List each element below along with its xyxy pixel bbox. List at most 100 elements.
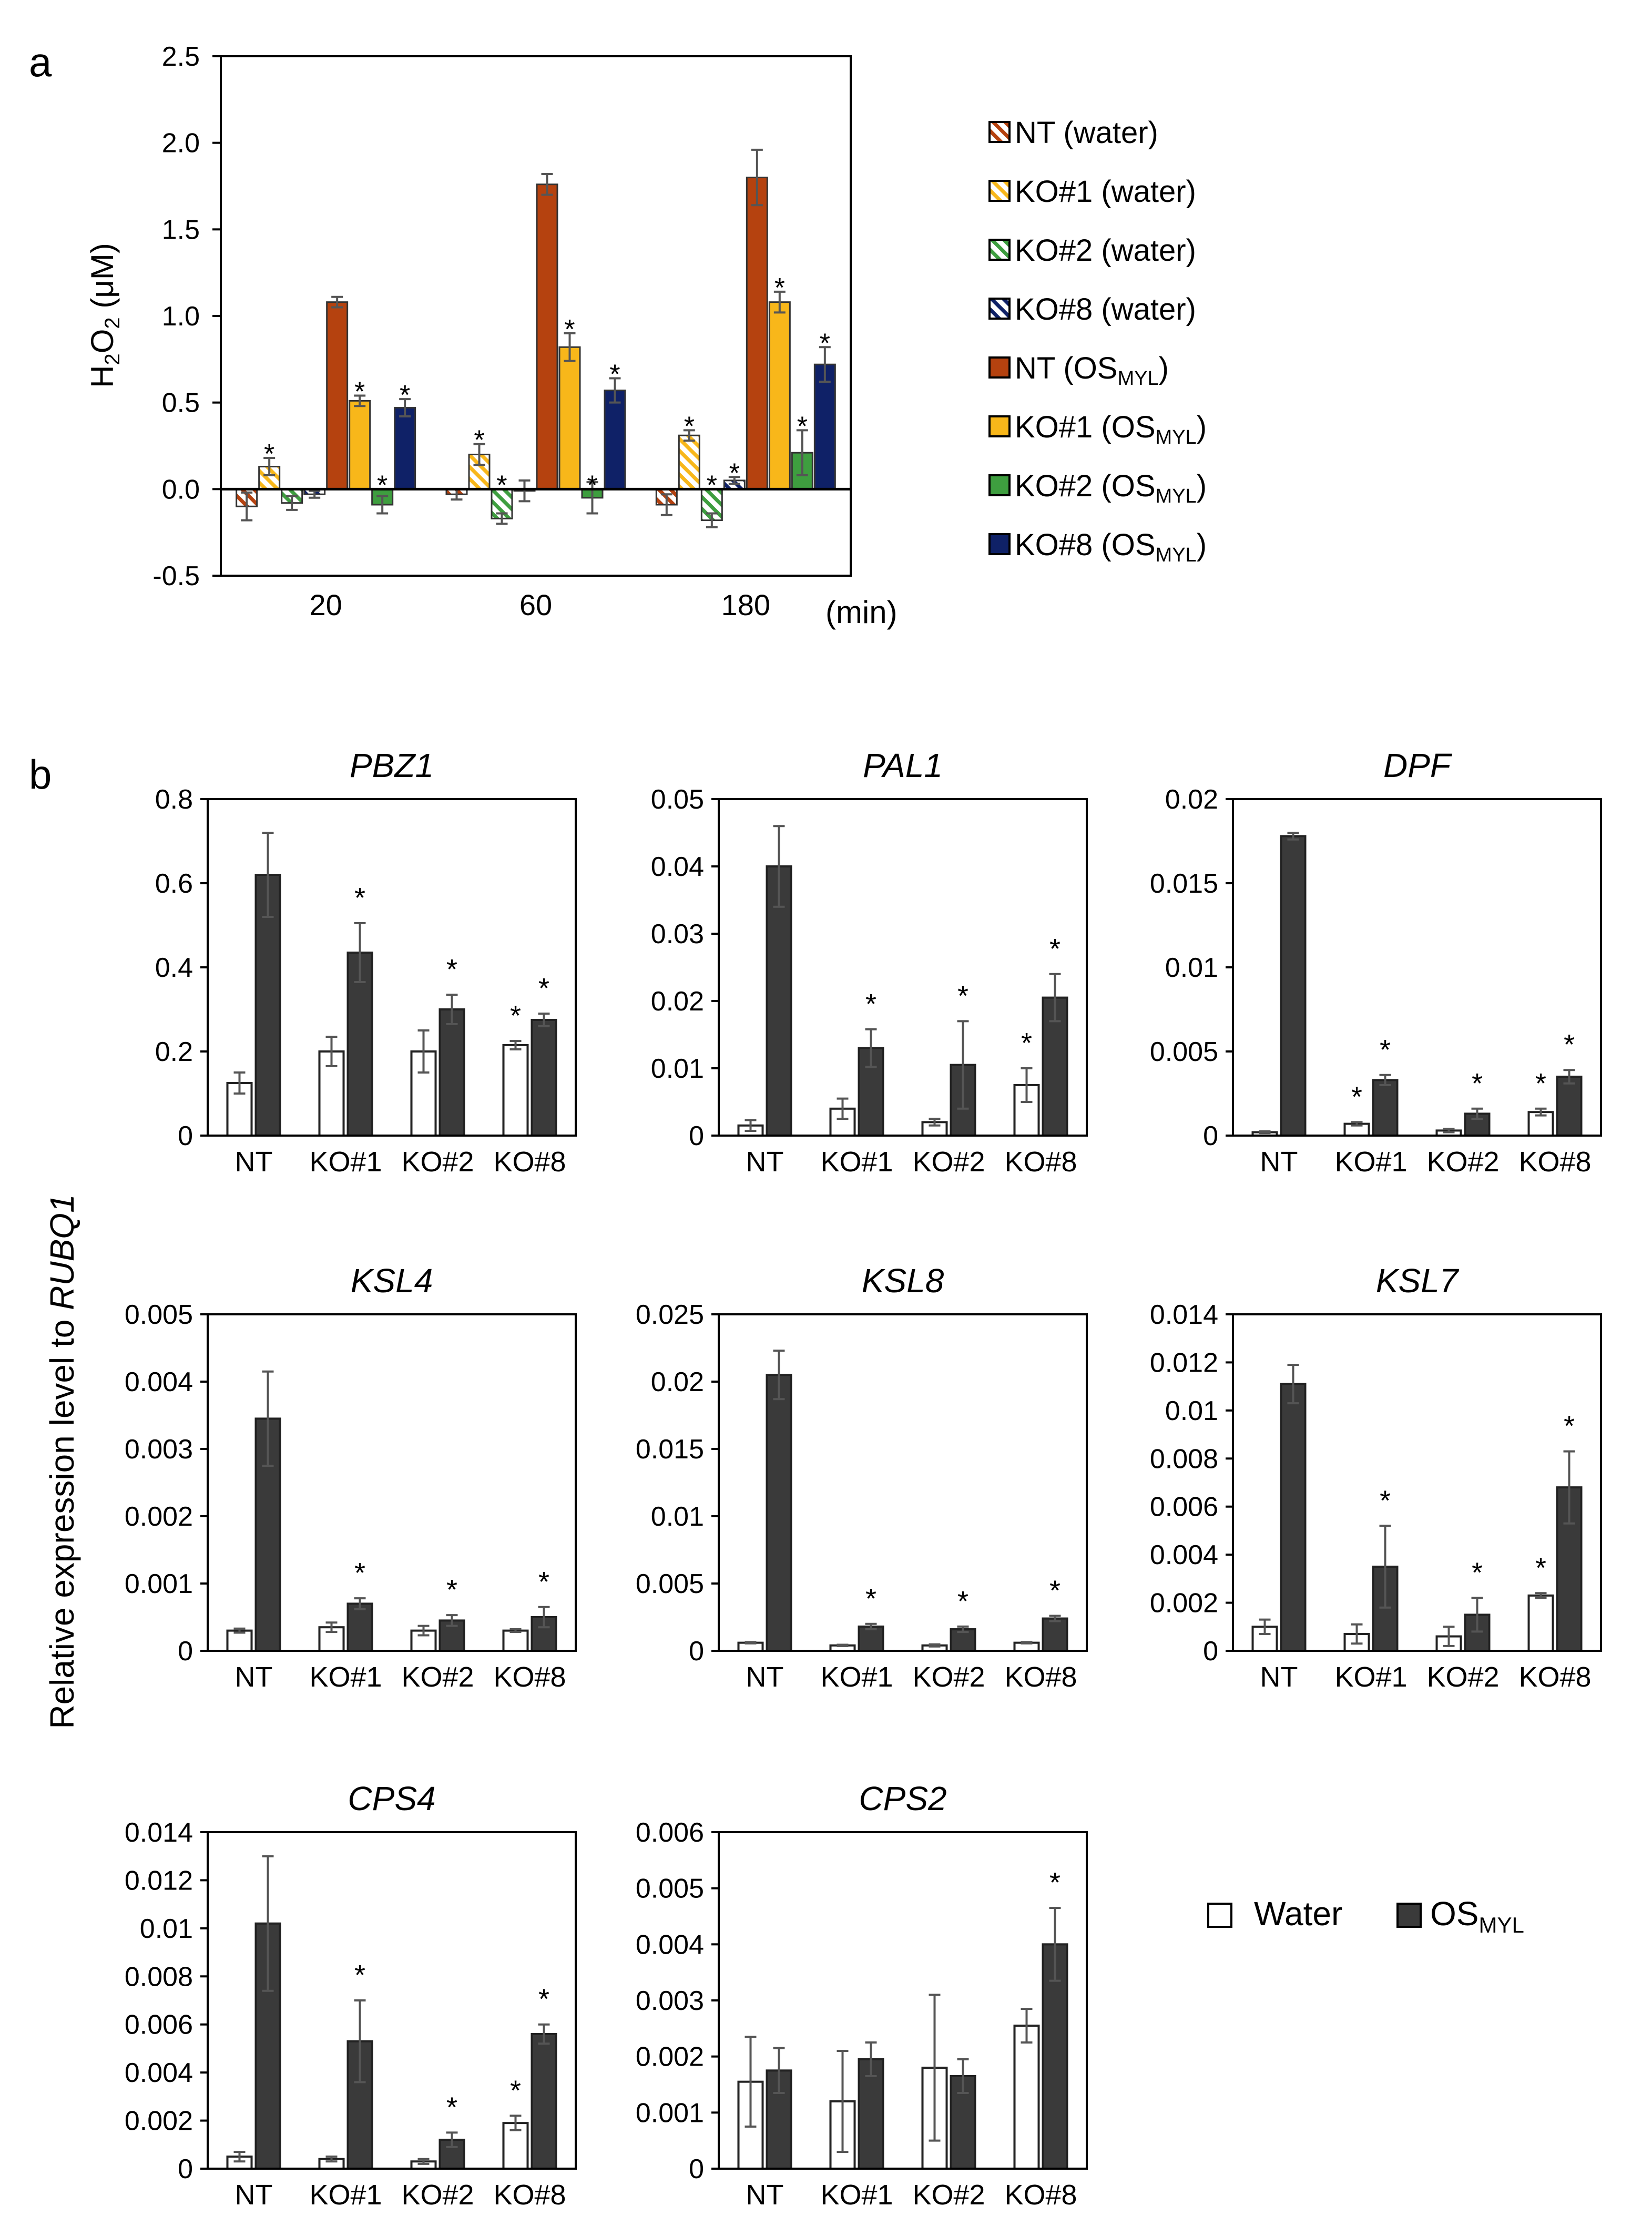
legend-a-swatch-4 <box>988 356 1011 379</box>
sig-star-DPF-0-1: * <box>1351 1081 1362 1112</box>
x-unit-label-a: (min) <box>825 595 898 630</box>
legend-os-main: OS <box>1430 1895 1478 1933</box>
x-tick-label-PBZ1-0: NT <box>235 1146 273 1178</box>
legend-water-swatch <box>1207 1903 1232 1928</box>
panel-b-charts: PBZ1 NT * KO#1 * KO#2 * * KO#8 0.8 0.6 0.4 0.2 0 PAL1 N… <box>125 747 1602 2211</box>
plot-frame-PAL1 <box>718 798 1088 1137</box>
sig-star-a-2-1: * <box>496 470 507 500</box>
x-tick-label-PAL1-2: KO#2 <box>912 1146 985 1178</box>
x-tick-label-DPF-0: NT <box>1260 1146 1298 1178</box>
plot-frame-KSL4 <box>207 1313 577 1652</box>
panel-b-legend: Water OSMYL <box>1207 1895 1524 1937</box>
subchart-CPS4: CPS4 NT * KO#1 * KO#2 * * KO#8 0.014 0.012 0.01 0.00… <box>125 1780 577 2211</box>
plot-frame-KSL8 <box>718 1313 1088 1652</box>
legend-a-label-2: KO#2 (water) <box>1015 233 1196 268</box>
legend-a-label-sub-5: MYL <box>1156 426 1197 448</box>
x-tick-label-KSL8-2: KO#2 <box>912 1661 985 1693</box>
y-tick-label-a-1: 2.0 <box>162 128 200 159</box>
x-tick-label-DPF-1: KO#1 <box>1334 1146 1407 1178</box>
sig-star-KSL4-1-1: * <box>354 1557 365 1589</box>
y-axis-label-a-h: H <box>85 365 120 388</box>
sig-star-PBZ1-1-3: * <box>538 973 549 1004</box>
sig-star-CPS4-1-1: * <box>354 1959 365 1991</box>
sig-star-a-1-0: * <box>264 439 274 469</box>
legend-a-label-main-3: KO#8 (water) <box>1015 292 1196 326</box>
sig-star-KSL7-1-2: * <box>1472 1557 1483 1588</box>
x-tick-label-CPS2-2: KO#2 <box>912 2179 985 2211</box>
y-tick-label-CPS2-0: 0.006 <box>636 1817 704 1848</box>
y-tick-label-CPS4-6: 0.002 <box>125 2106 193 2137</box>
y-tick-label-PAL1-1: 0.04 <box>651 852 704 882</box>
sig-star-a-5-0: * <box>354 376 365 407</box>
sig-star-a-7-1: * <box>609 360 620 390</box>
y-tick-label-PAL1-4: 0.01 <box>651 1054 704 1084</box>
y-tick-label-KSL8-4: 0.005 <box>636 1569 704 1599</box>
legend-a-swatch-5 <box>988 415 1011 437</box>
bar-a-4-0 <box>326 301 349 490</box>
bar-DPF-1-3 <box>1556 1076 1583 1137</box>
y-tick-label-KSL8-5: 0 <box>689 1636 704 1667</box>
chart-title-KSL7: KSL7 <box>1376 1262 1460 1300</box>
legend-a-label-main-4: NT (OS <box>1015 351 1118 385</box>
plot-frame-KSL7 <box>1232 1313 1602 1652</box>
y-tick-label-DPF-4: 0 <box>1203 1121 1218 1151</box>
bar-KSL8-1-0 <box>766 1374 792 1652</box>
y-tick-label-PAL1-0: 0.05 <box>651 784 704 815</box>
bar-CPS2-0-3 <box>1013 2025 1040 2170</box>
sig-star-KSL8-1-1: * <box>865 1583 876 1615</box>
panel-label-a: a <box>29 39 52 85</box>
y-axis-label-a: H2O2 (μM) <box>85 243 124 388</box>
y-tick-label-KSL4-0: 0.005 <box>125 1300 193 1330</box>
x-tick-label-CPS4-0: NT <box>235 2179 273 2211</box>
x-tick-label-KSL4-3: KO#8 <box>493 1661 566 1693</box>
sig-star-a-6-0: * <box>377 470 387 500</box>
legend-a-label-sub-6: MYL <box>1156 485 1197 507</box>
legend-a-label-main-2: KO#2 (water) <box>1015 233 1196 268</box>
bar-a-7-2 <box>813 363 836 490</box>
y-tick-label-a-6: -0.5 <box>152 561 200 591</box>
y-tick-label-CPS2-2: 0.004 <box>636 1929 704 1960</box>
y-tick-label-DPF-1: 0.015 <box>1150 869 1218 899</box>
y-tick-label-KSL7-2: 0.01 <box>1165 1396 1218 1426</box>
legend-a-swatch-1 <box>988 180 1011 202</box>
y-tick-label-KSL7-6: 0.002 <box>1150 1588 1218 1619</box>
subchart-CPS2: CPS2 NT KO#1 KO#2 * KO#8 0.006 0.005 0.004 0.003 0… <box>636 1780 1088 2211</box>
y-tick-label-CPS4-1: 0.012 <box>125 1865 193 1896</box>
x-tick-label-PAL1-0: NT <box>746 1146 784 1178</box>
y-axis-label-a-sub1: 2 <box>101 353 124 365</box>
x-tick-label-DPF-3: KO#8 <box>1518 1146 1591 1178</box>
plot-frame-CPS4 <box>207 1831 577 2170</box>
y-tick-label-CPS2-1: 0.005 <box>636 1874 704 1904</box>
legend-a-label-tail-7: ) <box>1197 528 1207 562</box>
sig-star-PAL1-1-3: * <box>1049 933 1060 965</box>
sig-star-a-5-2: * <box>774 273 785 303</box>
sig-star-KSL8-1-3: * <box>1049 1575 1060 1606</box>
sig-star-CPS4-1-2: * <box>446 2091 457 2123</box>
y-axis-label-a-o: O <box>85 329 120 354</box>
legend-a-label-tail-4: ) <box>1159 351 1169 385</box>
y-tick-label-KSL7-4: 0.006 <box>1150 1492 1218 1523</box>
y-tick-label-CPS4-2: 0.01 <box>140 1914 193 1944</box>
y-tick-label-CPS2-3: 0.003 <box>636 1986 704 2016</box>
y-tick-label-CPS4-3: 0.008 <box>125 1962 193 1992</box>
subchart-PBZ1: PBZ1 NT * KO#1 * KO#2 * * KO#8 0.8 0.6 0.4 0.2 0 <box>155 747 577 1178</box>
y-tick-label-CPS2-4: 0.002 <box>636 2042 704 2072</box>
sig-star-DPF-0-3: * <box>1535 1068 1546 1099</box>
legend-a-label-5: KO#1 (OSMYL) <box>1015 410 1207 448</box>
panel-a-legend: NT (water) KO#1 (water) KO#2 (water) KO#8 (… <box>988 116 1207 566</box>
sig-star-PBZ1-0-3: * <box>510 1000 521 1031</box>
x-tick-label-CPS2-1: KO#1 <box>820 2179 893 2211</box>
x-tick-label-KSL7-2: KO#2 <box>1426 1661 1499 1693</box>
y-tick-label-DPF-0: 0.02 <box>1165 784 1218 815</box>
bar-KSL7-0-3 <box>1527 1594 1554 1652</box>
sig-star-CPS2-1-3: * <box>1049 1867 1060 1898</box>
y-tick-label-a-2: 1.5 <box>162 214 200 245</box>
chart-title-CPS4: CPS4 <box>348 1780 435 1817</box>
chart-title-DPF: DPF <box>1383 747 1453 784</box>
shared-y-axis-label: Relative expression level to RUBQ1 <box>43 1194 81 1729</box>
sig-star-PBZ1-1-2: * <box>446 954 457 985</box>
legend-a-label-1: KO#1 (water) <box>1015 175 1196 209</box>
sig-star-KSL7-1-1: * <box>1380 1485 1391 1516</box>
y-tick-label-KSL7-0: 0.014 <box>1150 1300 1218 1330</box>
shared-y-axis-prefix: Relative expression level to <box>43 1310 81 1729</box>
